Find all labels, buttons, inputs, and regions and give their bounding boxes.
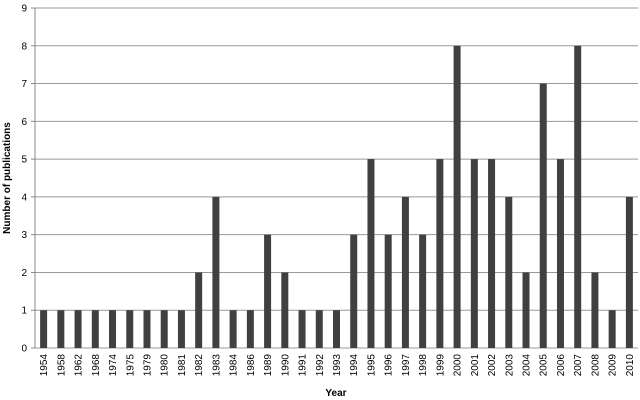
bar [625, 196, 633, 348]
bar [160, 310, 168, 348]
bar [195, 272, 203, 348]
bar [608, 310, 616, 348]
x-tick-label: 2010 [625, 354, 636, 377]
x-tick-label: 1982 [194, 354, 205, 377]
x-tick-label: 1995 [366, 354, 377, 377]
y-tick-label: 4 [21, 192, 27, 203]
x-tick-label: 1991 [298, 354, 309, 377]
x-tick-label: 2003 [504, 354, 515, 377]
bar [229, 310, 237, 348]
bar [470, 159, 478, 348]
bar [419, 234, 427, 348]
x-tick-label: 1975 [125, 354, 136, 377]
x-tick-label: 2006 [556, 354, 567, 377]
bar [109, 310, 117, 348]
y-tick-label: 8 [21, 41, 27, 52]
bar [91, 310, 99, 348]
bar [574, 45, 582, 349]
x-tick-label: 1979 [142, 354, 153, 377]
x-tick-label: 1993 [332, 354, 343, 377]
x-tick-label: 1992 [315, 354, 326, 377]
x-tick-label: 1986 [246, 354, 257, 377]
y-tick-label: 2 [21, 268, 27, 279]
bar [143, 310, 151, 348]
bar [384, 234, 392, 348]
bar [264, 234, 272, 348]
x-tick-label: 1996 [384, 354, 395, 377]
bar [298, 310, 306, 348]
bar [315, 310, 323, 348]
x-tick-label: 1968 [91, 354, 102, 377]
bar [333, 310, 340, 348]
x-tick-label: 2005 [539, 354, 550, 377]
x-tick-label: 1974 [108, 354, 119, 377]
bar [522, 272, 530, 348]
bar [281, 272, 289, 348]
y-tick-label: 6 [21, 117, 27, 128]
bar [212, 196, 220, 348]
bar [505, 196, 513, 348]
x-tick-label: 1990 [280, 354, 291, 377]
bar [367, 159, 375, 348]
x-tick-label: 1958 [56, 354, 67, 377]
x-tick-label: 1981 [177, 354, 188, 377]
bar [246, 310, 254, 348]
y-tick-label: 7 [21, 79, 27, 90]
bar [591, 272, 599, 348]
bar [539, 83, 547, 349]
x-tick-label: 2002 [487, 354, 498, 377]
bar [126, 310, 134, 348]
x-tick-label: 1983 [211, 354, 222, 377]
x-tick-label: 2007 [573, 354, 584, 377]
y-tick-label: 1 [21, 306, 27, 317]
y-tick-label: 3 [21, 230, 27, 241]
x-tick-label: 2008 [590, 354, 601, 377]
y-tick-label: 9 [21, 4, 27, 15]
bar [488, 159, 496, 348]
bar [436, 159, 444, 348]
x-tick-label: 1999 [435, 354, 446, 377]
bar [453, 45, 461, 349]
x-tick-label: 1998 [418, 354, 429, 377]
y-tick-label: 0 [21, 344, 27, 355]
bar [40, 310, 48, 348]
y-axis-title: Number of publications [2, 122, 13, 234]
x-tick-label: 1984 [229, 354, 240, 377]
x-tick-label: 1994 [349, 354, 360, 377]
x-tick-label: 1980 [160, 354, 171, 377]
x-tick-label: 1962 [74, 354, 85, 377]
bar [350, 234, 358, 348]
bar [74, 310, 82, 348]
x-tick-label: 1954 [39, 354, 50, 377]
x-tick-label: 2004 [522, 354, 533, 377]
x-tick-label: 2009 [608, 354, 619, 377]
bar [401, 196, 409, 348]
bar [177, 310, 185, 348]
x-axis-title: Year [325, 388, 346, 399]
bar [57, 310, 65, 348]
x-tick-label: 1997 [401, 354, 412, 377]
x-tick-label: 2000 [453, 354, 464, 377]
x-tick-label: 2001 [470, 354, 481, 377]
y-tick-label: 5 [21, 155, 27, 166]
x-tick-label: 1989 [263, 354, 274, 377]
bar [556, 159, 564, 348]
